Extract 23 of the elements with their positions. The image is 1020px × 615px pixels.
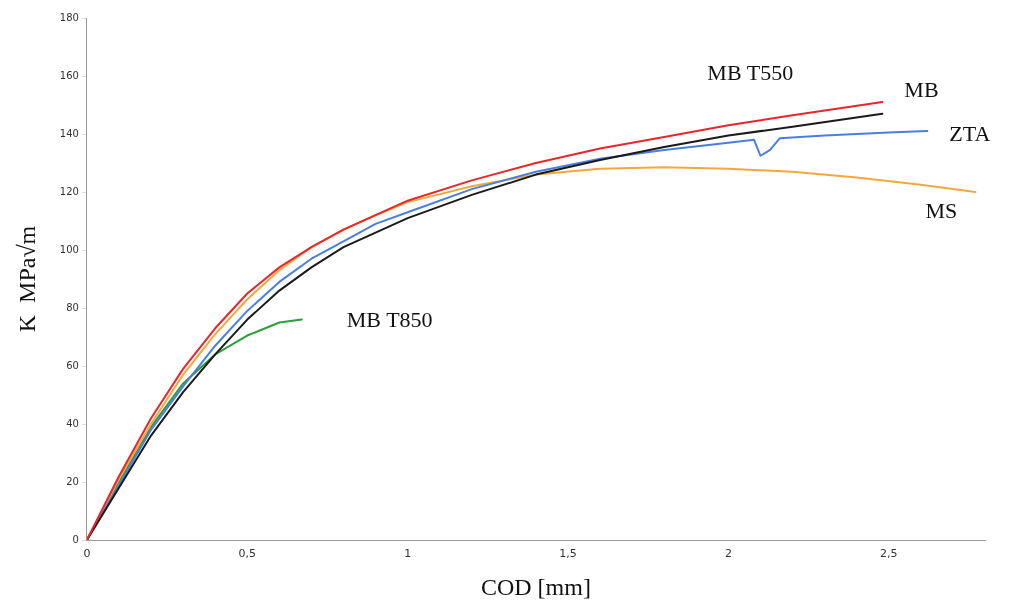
y-axis-title: K MPa√m <box>13 225 40 333</box>
text: MB T850 <box>346 307 433 333</box>
series-label: MS <box>925 197 958 223</box>
x-tick-label: 1,5 <box>559 547 577 561</box>
x-tick-label: 0 <box>83 547 91 561</box>
y-tick-label: 40 <box>66 417 79 429</box>
x-tick-label: 1 <box>404 547 412 561</box>
y-tick-label: 160 <box>59 69 79 81</box>
series-label: ZTA <box>949 120 991 146</box>
y-tick-label: 80 <box>66 301 79 313</box>
x-tick-label: 2 <box>724 547 732 561</box>
y-tick-label: 60 <box>66 359 79 371</box>
y-tick-label: 120 <box>59 185 79 197</box>
x-tick-label: 0,5 <box>238 547 257 561</box>
y-tick-label: 20 <box>66 475 79 487</box>
x-axis-title: COD [mm] <box>480 573 591 600</box>
series-label: MB T550 <box>707 59 794 85</box>
y-tick-label: 180 <box>59 11 79 23</box>
y-tick-label: 140 <box>59 127 79 139</box>
series-label: MB <box>904 77 939 103</box>
y-tick-label: 0 <box>72 533 79 545</box>
x-tick-label: 2,5 <box>880 547 898 561</box>
y-tick-label: 100 <box>59 243 79 255</box>
